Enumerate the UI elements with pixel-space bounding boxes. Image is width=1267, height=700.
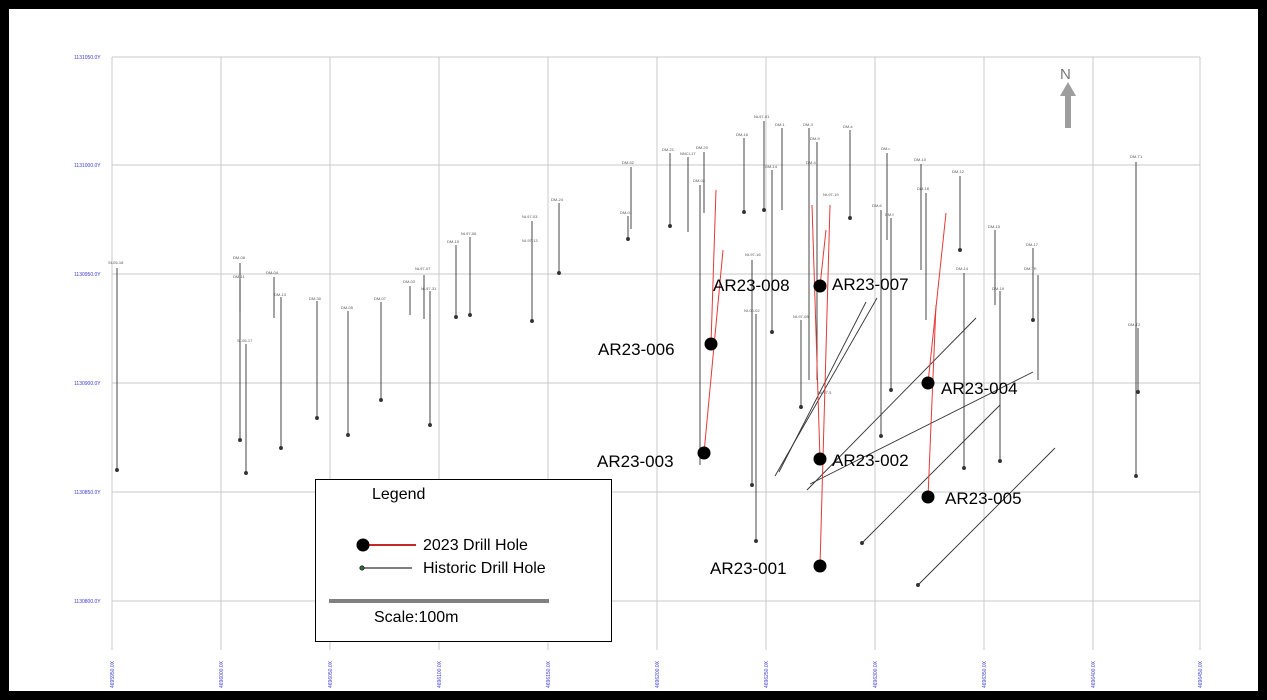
hole-tag: NI-00-02 <box>744 308 760 313</box>
hole-tag: DM-TE <box>1024 266 1037 271</box>
legend-2023-symbol-icon <box>356 538 416 571</box>
hole-tag: DM-52 <box>622 160 635 165</box>
hole-tag: DM-6 <box>872 203 883 208</box>
hole-tag: DM-21 <box>662 147 675 152</box>
north-arrow: N <box>1058 66 1078 132</box>
hole-tag: DM-30 <box>309 296 322 301</box>
drill-2023-collars <box>697 279 935 573</box>
collar-ar23-007[interactable] <box>813 279 827 293</box>
hole-tag: DM-03 <box>403 279 416 284</box>
hole-tag: DM-18 <box>917 186 930 191</box>
x-label: 4695950.0X <box>110 660 116 688</box>
hole-tag: SI-05-18 <box>108 260 124 265</box>
x-label: 4696100.0X <box>437 660 443 688</box>
y-label: 1131000.0Y <box>74 163 101 169</box>
hole-tag: DM-08 <box>233 255 246 260</box>
hole-tag: DM-13 <box>274 292 287 297</box>
historic-drill-holes <box>115 121 1140 587</box>
label-ar23-005: AR23-005 <box>945 489 1022 508</box>
label-ar23-001: AR23-001 <box>710 559 787 578</box>
hole-tag: DM-15 <box>988 224 1001 229</box>
legend-title: Legend <box>372 486 426 503</box>
collar-ar23-003[interactable] <box>697 446 711 460</box>
x-axis-labels: 4695950.0X 4696000.0X 4696050.0X 4696100… <box>110 660 1204 688</box>
hole-tag: DM-T1 <box>1130 154 1143 159</box>
hole-tag: NI-97-16 <box>745 252 761 257</box>
collar-ar23-005[interactable] <box>921 490 935 504</box>
collar-ar23-002[interactable] <box>813 452 827 466</box>
collar-ar23-004[interactable] <box>921 376 935 390</box>
x-label: 4696150.0X <box>546 660 552 688</box>
y-axis-labels: 1131050.0Y 1131000.0Y 1130950.0Y 1130900… <box>74 55 101 605</box>
hole-tag: NL97-06 <box>461 231 477 236</box>
hole-tag: SI-05-17 <box>237 338 253 343</box>
hole-tag: DM-15 <box>447 239 460 244</box>
collar-ar23-006[interactable] <box>704 337 718 351</box>
hole-tag: DM-05 <box>341 305 354 310</box>
hole-tag: DM-01 <box>620 210 633 215</box>
label-ar23-006: AR23-006 <box>598 340 675 359</box>
hole-tag: DM-9 <box>810 136 821 141</box>
hole-tag: DM-14 <box>956 266 969 271</box>
north-arrow-icon <box>1060 82 1076 128</box>
hole-tag: DM-14 <box>765 164 778 169</box>
hole-tag: NI-97-13 <box>522 238 538 243</box>
hole-tag: NL97-01 <box>754 114 770 119</box>
hole-tag: DM-3 <box>803 122 814 127</box>
y-label: 1131050.0Y <box>74 55 101 61</box>
hole-tag: DM-02 <box>693 178 706 183</box>
label-ar23-004: AR23-004 <box>941 379 1018 398</box>
hole-tag: DM-11 <box>233 274 245 279</box>
label-ar23-007: AR23-007 <box>832 275 909 294</box>
hole-tag: NL97-07 <box>415 266 431 271</box>
drill-2023-labels: AR23-001 AR23-002 AR23-003 AR23-004 AR23… <box>597 275 1022 578</box>
drill-2023-traces <box>703 189 947 567</box>
hole-tag: NL97-03 <box>522 214 538 219</box>
hole-tag: DM-r <box>881 146 891 151</box>
x-label: 4696050.0X <box>328 660 334 688</box>
x-label: 4696300.0X <box>873 660 879 688</box>
x-label: 4696450.0X <box>1198 660 1204 688</box>
y-label: 1130900.0Y <box>74 381 101 387</box>
legend: Legend 2023 Drill Hole Historic Drill Ho… <box>315 479 612 642</box>
hole-tag: DM-s <box>843 124 853 129</box>
y-label: 1130800.0Y <box>74 599 101 605</box>
hole-tag: DM-10 <box>914 157 927 162</box>
hole-tag: DM-12 <box>952 169 965 174</box>
north-label: N <box>1060 66 1071 83</box>
hole-tag: DM-20 <box>696 145 709 150</box>
legend-historic-label: Historic Drill Hole <box>423 560 546 577</box>
hole-tag: DM-16 <box>736 132 749 137</box>
x-label: 4696400.0X <box>1091 660 1097 688</box>
hole-tag: DM-19 <box>992 286 1005 291</box>
x-label: 4696250.0X <box>764 660 770 688</box>
label-ar23-003: AR23-003 <box>597 452 674 471</box>
hole-tag: NL97-31 <box>421 286 437 291</box>
scale-label: Scale:100m <box>374 609 459 626</box>
hole-tag: DM-1 <box>775 122 786 127</box>
hole-tag: DM-4 <box>806 160 817 165</box>
hole-tag: NI-97-08 <box>793 314 809 319</box>
legend-2023-label: 2023 Drill Hole <box>423 537 528 554</box>
hole-tag: DM-17 <box>1026 242 1039 247</box>
historic-hole-labels: SI-05-18 DM-08 DM-11 SI-05-17 DM-04 DM-1… <box>108 114 1143 395</box>
hole-tag: DM-07 <box>374 296 387 301</box>
label-ar23-008: AR23-008 <box>713 276 790 295</box>
hole-tag: DM-T2 <box>1128 322 1141 327</box>
y-label: 1130950.0Y <box>74 272 101 278</box>
hole-tag: NNCI-17 <box>680 151 696 156</box>
y-label: 1130850.0Y <box>74 490 101 496</box>
hole-tag: DM-24 <box>551 197 564 202</box>
x-label: 4696350.0X <box>982 660 988 688</box>
hole-tag: NI-97-19 <box>823 192 839 197</box>
hole-tag: DM-f <box>885 212 895 217</box>
x-label: 4696000.0X <box>219 660 225 688</box>
x-label: 4696200.0X <box>655 660 661 688</box>
hole-tag: DM-04 <box>266 270 279 275</box>
map-frame <box>9 9 1258 691</box>
collar-ar23-001[interactable] <box>813 559 827 573</box>
label-ar23-002: AR23-002 <box>832 451 909 470</box>
scale-bar <box>329 599 549 603</box>
